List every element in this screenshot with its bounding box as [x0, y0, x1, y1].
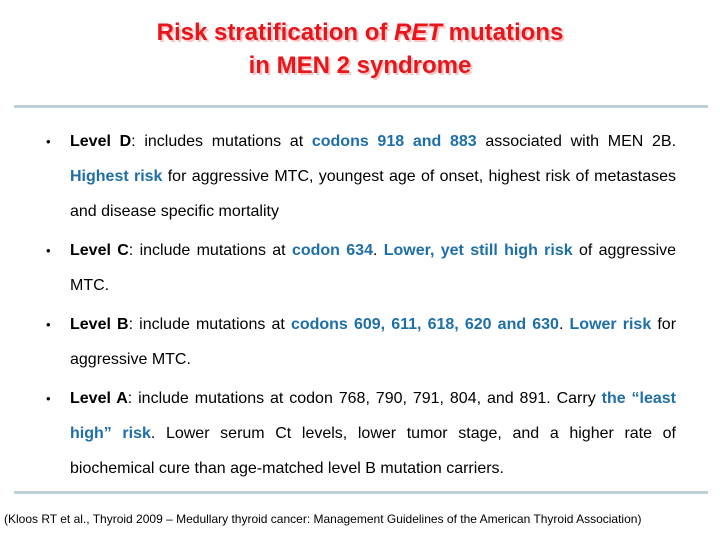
text-run: . Lower serum Ct levels, lower tumor sta…	[70, 425, 676, 477]
text-run: associated with MEN 2B.	[476, 133, 677, 150]
text-run: Lower risk	[569, 316, 652, 333]
bullet-list: • Level D: includes mutations at codons 9…	[45, 124, 676, 490]
text-run: Level B	[70, 316, 129, 333]
text-run: : include mutations at	[128, 316, 291, 333]
bullet-marker-icon: •	[46, 317, 51, 332]
text-run: codons 609, 611, 618, 620 and 630	[290, 316, 559, 333]
text-run: : includes mutations at	[131, 133, 312, 150]
text-run: for aggressive MTC, youngest age of onse…	[70, 168, 676, 220]
citation: (Kloos RT et al., Thyroid 2009 – Medulla…	[4, 512, 642, 526]
text-run: Level D	[70, 133, 132, 150]
title-line-1: Risk stratification of RET mutations	[0, 16, 720, 49]
text-run: mutations	[442, 19, 564, 46]
bullet-marker-icon: •	[46, 243, 51, 258]
bullet-marker-icon: •	[46, 391, 51, 406]
text-run: codon 634	[291, 242, 373, 259]
bullet-text: Level A: include mutations at codon 768,…	[70, 390, 676, 477]
text-run: the “least high” risk	[70, 390, 676, 442]
text-run: : include mutations at codon 768, 790, 7…	[127, 390, 602, 407]
text-run: Lower, yet still high risk	[383, 242, 573, 259]
bullet-text: Level C: include mutations at codon 634.…	[70, 242, 676, 294]
bullet-item: • Level A: include mutations at codon 768…	[45, 381, 676, 486]
slide-title: Risk stratification of RET mutations in …	[0, 16, 720, 82]
divider-bottom	[14, 491, 708, 494]
text-run: : include mutations at	[128, 242, 292, 259]
bullet-item: • Level B: include mutations at codons 60…	[45, 307, 676, 377]
text-run: Level A	[70, 390, 128, 407]
bullet-text: Level D: includes mutations at codons 91…	[70, 133, 676, 220]
text-run: for aggressive MTC.	[70, 316, 677, 368]
bullet-item: • Level D: includes mutations at codons 9…	[45, 124, 676, 229]
text-run: Highest risk	[70, 168, 163, 185]
text-run: .	[558, 316, 570, 333]
text-run: .	[372, 242, 384, 259]
text-run: Level C	[70, 242, 129, 259]
text-run: codons 918 and 883	[311, 133, 477, 150]
title-line-2: in MEN 2 syndrome	[248, 52, 472, 79]
bullet-text: Level B: include mutations at codons 609…	[70, 316, 676, 368]
text-run: RET	[394, 19, 443, 46]
bullet-item: • Level C: include mutations at codon 634…	[45, 233, 676, 303]
divider-top	[14, 105, 708, 108]
text-run: of aggressive MTC.	[70, 242, 677, 294]
bullet-marker-icon: •	[46, 134, 51, 149]
text-run: Risk stratification of	[156, 19, 395, 46]
